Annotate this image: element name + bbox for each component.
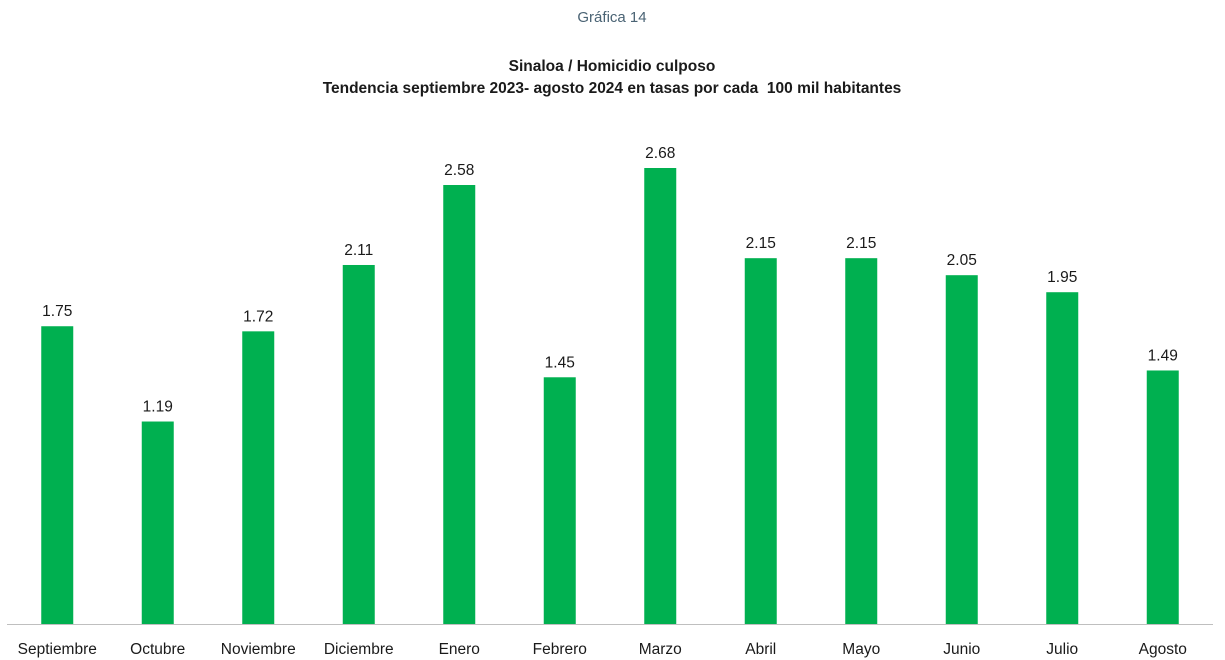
data-label-noviembre: 1.72 <box>243 308 273 325</box>
bar-agosto <box>1146 370 1179 624</box>
data-label-diciembre: 2.11 <box>344 242 373 259</box>
chart-subtitle: Tendencia septiembre 2023- agosto 2024 e… <box>323 80 902 97</box>
category-label-agosto: Agosto <box>1139 641 1187 658</box>
bar-abril <box>744 258 777 624</box>
data-label-abril: 2.15 <box>746 235 776 252</box>
category-label-diciembre: Diciembre <box>324 641 394 658</box>
data-label-mayo: 2.15 <box>846 235 876 252</box>
bar-septiembre <box>41 326 74 624</box>
bar-octubre <box>141 421 174 624</box>
category-label-mayo: Mayo <box>842 641 880 658</box>
category-label-febrero: Febrero <box>533 641 587 658</box>
bar-julio <box>1046 292 1079 624</box>
category-label-marzo: Marzo <box>639 641 682 658</box>
category-label-octubre: Octubre <box>130 641 185 658</box>
chart-title: Sinaloa / Homicidio culposo <box>509 58 716 75</box>
bar-noviembre <box>242 331 275 624</box>
data-label-septiembre: 1.75 <box>42 303 72 320</box>
data-label-enero: 2.58 <box>444 162 474 179</box>
data-label-julio: 1.95 <box>1047 269 1077 286</box>
category-label-julio: Julio <box>1046 641 1078 658</box>
data-label-junio: 2.05 <box>947 252 977 269</box>
bar-marzo <box>644 168 677 624</box>
category-label-junio: Junio <box>943 641 980 658</box>
data-label-marzo: 2.68 <box>645 145 675 162</box>
bar-diciembre <box>342 264 375 624</box>
category-label-septiembre: Septiembre <box>18 641 97 658</box>
bar-enero <box>443 185 476 624</box>
chart-number-label: Gráfica 14 <box>577 9 646 26</box>
plot-area: 1.75 Septiembre 1.19 Octubre 1.72 Noviembre 2.… <box>7 145 1213 658</box>
bar-mayo <box>845 258 878 624</box>
bar-junio <box>945 275 978 624</box>
category-label-enero: Enero <box>439 641 480 658</box>
bar-febrero <box>543 377 576 624</box>
data-label-febrero: 1.45 <box>545 354 575 371</box>
category-label-abril: Abril <box>745 641 776 658</box>
data-label-agosto: 1.49 <box>1148 347 1178 364</box>
category-label-noviembre: Noviembre <box>221 641 296 658</box>
data-label-octubre: 1.19 <box>143 399 173 416</box>
